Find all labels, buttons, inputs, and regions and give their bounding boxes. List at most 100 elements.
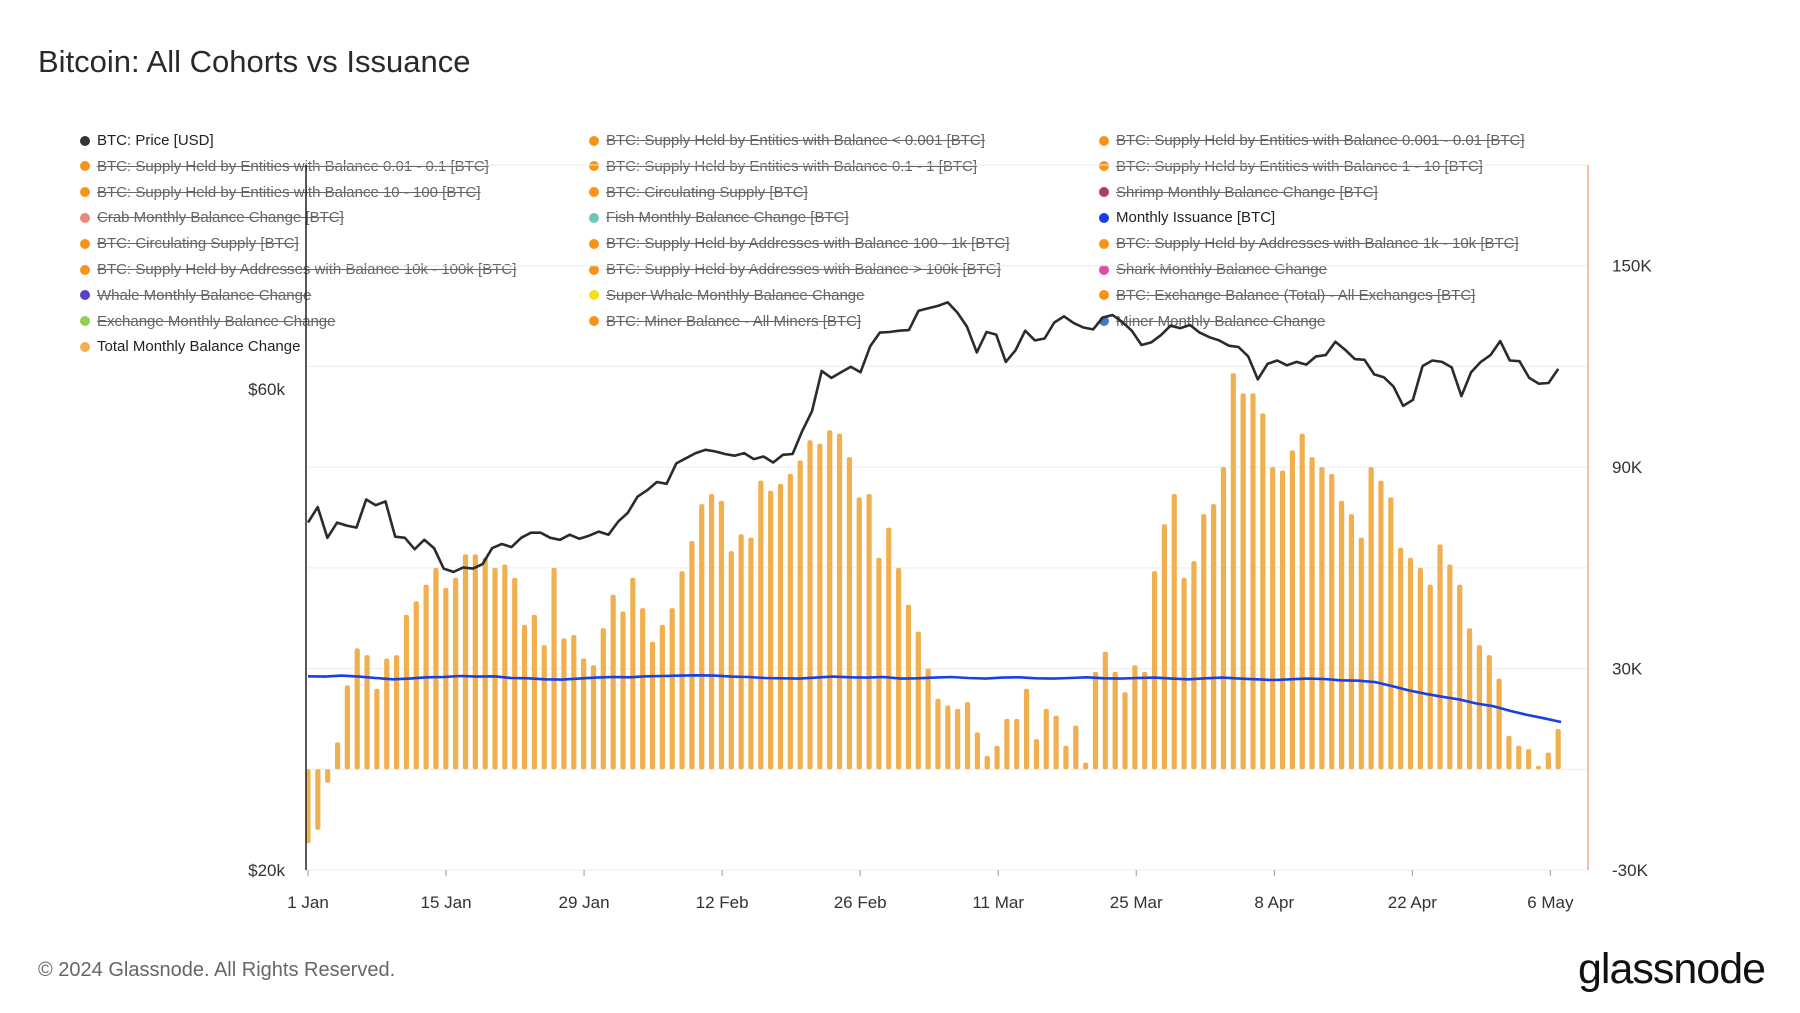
x-axis-tick-label: 15 Jan bbox=[421, 893, 472, 912]
legend-item[interactable]: Shrimp Monthly Balance Change [BTC] bbox=[1099, 184, 1378, 201]
bar bbox=[1279, 470, 1286, 770]
legend-item[interactable]: BTC: Circulating Supply [BTC] bbox=[589, 184, 808, 201]
legend-item[interactable]: BTC: Exchange Balance (Total) - All Exch… bbox=[1099, 287, 1475, 304]
bar bbox=[708, 494, 715, 770]
legend-label: BTC: Circulating Supply [BTC] bbox=[606, 183, 808, 201]
bar bbox=[728, 551, 734, 770]
bar bbox=[344, 685, 350, 770]
legend-item[interactable]: Monthly Issuance [BTC] bbox=[1099, 209, 1275, 226]
left-axis-tick-label: $60k bbox=[248, 380, 285, 399]
legend-label: BTC: Supply Held by Entities with Balanc… bbox=[606, 157, 977, 175]
bar bbox=[1457, 584, 1463, 770]
bar bbox=[1378, 480, 1384, 770]
legend-label: BTC: Supply Held by Entities with Balanc… bbox=[606, 132, 985, 149]
bar bbox=[1063, 745, 1069, 770]
legend-item[interactable]: Exchange Monthly Balance Change bbox=[80, 313, 336, 330]
bar bbox=[1437, 544, 1443, 770]
bar bbox=[472, 554, 478, 770]
legend-item[interactable]: Whale Monthly Balance Change bbox=[80, 287, 311, 304]
legend-item[interactable]: Miner Monthly Balance Change bbox=[1099, 313, 1325, 330]
legend-dot-icon bbox=[589, 238, 599, 249]
bar bbox=[334, 742, 341, 770]
legend-item[interactable]: BTC: Supply Held by Entities with Balanc… bbox=[80, 184, 481, 201]
bar bbox=[1250, 393, 1256, 770]
legend-item[interactable]: BTC: Supply Held by Entities with Balanc… bbox=[80, 158, 489, 175]
bar bbox=[1033, 739, 1040, 770]
bar bbox=[581, 658, 587, 770]
bar bbox=[413, 601, 419, 770]
legend-item[interactable]: Crab Monthly Balance Change [BTC] bbox=[80, 209, 344, 226]
bar bbox=[1191, 561, 1197, 770]
bar bbox=[1476, 645, 1483, 770]
legend-item[interactable]: BTC: Supply Held by Entities with Balanc… bbox=[1099, 158, 1483, 175]
legend-dot-icon bbox=[589, 264, 599, 275]
legend-dot-icon bbox=[589, 187, 599, 198]
legend-label: BTC: Exchange Balance (Total) - All Exch… bbox=[1116, 286, 1476, 304]
legend-label: Monthly Issuance [BTC] bbox=[1116, 209, 1276, 227]
bar bbox=[521, 624, 528, 770]
legend-item[interactable]: BTC: Supply Held by Entities with Balanc… bbox=[589, 132, 985, 149]
bar bbox=[620, 611, 626, 770]
bar bbox=[777, 483, 784, 770]
bar bbox=[1102, 651, 1108, 770]
legend-dot-icon bbox=[1099, 135, 1109, 146]
bar bbox=[846, 457, 853, 770]
bar bbox=[482, 557, 488, 770]
legend-dot-icon bbox=[80, 264, 90, 275]
bar bbox=[1506, 735, 1512, 770]
bar bbox=[1260, 413, 1266, 770]
bar bbox=[1181, 577, 1187, 770]
bar bbox=[935, 698, 941, 770]
bar bbox=[1201, 514, 1207, 770]
bar bbox=[1083, 762, 1089, 770]
bar bbox=[1112, 671, 1118, 770]
bar bbox=[718, 500, 725, 770]
bar bbox=[669, 608, 675, 770]
legend-item[interactable]: Fish Monthly Balance Change [BTC] bbox=[589, 209, 849, 226]
bar bbox=[905, 604, 912, 770]
legend-dot-icon bbox=[80, 316, 90, 327]
bar bbox=[1496, 678, 1502, 770]
bar bbox=[512, 577, 518, 770]
legend-item[interactable]: BTC: Supply Held by Entities with Balanc… bbox=[589, 158, 977, 175]
legend-label: Exchange Monthly Balance Change bbox=[97, 312, 336, 330]
legend-dot-icon bbox=[80, 187, 90, 198]
bar bbox=[374, 688, 380, 770]
bar bbox=[699, 504, 705, 770]
x-axis-tick-label: 26 Feb bbox=[834, 893, 887, 912]
bar bbox=[876, 557, 882, 770]
bar bbox=[1447, 564, 1453, 770]
legend-label: BTC: Circulating Supply [BTC] bbox=[97, 235, 299, 253]
bar bbox=[502, 564, 508, 770]
legend-dot-icon bbox=[1099, 161, 1109, 172]
legend-item[interactable]: Super Whale Monthly Balance Change bbox=[589, 287, 865, 304]
legend-item[interactable]: BTC: Price [USD] bbox=[80, 132, 214, 149]
x-axis-tick-label: 6 May bbox=[1527, 893, 1574, 912]
legend-dot-icon bbox=[80, 161, 90, 172]
legend-item[interactable]: BTC: Supply Held by Addresses with Balan… bbox=[1099, 235, 1519, 252]
bar bbox=[807, 440, 813, 770]
legend-item[interactable]: BTC: Circulating Supply [BTC] bbox=[80, 235, 299, 252]
copyright-footer: © 2024 Glassnode. All Rights Reserved. bbox=[38, 959, 396, 981]
legend-item[interactable]: BTC: Supply Held by Entities with Balanc… bbox=[1099, 132, 1525, 149]
bars-total-monthly-balance-change bbox=[305, 373, 1561, 844]
bar bbox=[590, 665, 597, 770]
bar bbox=[551, 567, 557, 770]
bar bbox=[1368, 467, 1374, 770]
bar bbox=[1417, 567, 1423, 770]
bar bbox=[315, 769, 321, 830]
bar bbox=[1526, 749, 1532, 770]
bar bbox=[984, 755, 990, 770]
bar bbox=[787, 473, 793, 770]
legend-item[interactable]: BTC: Miner Balance - All Miners [BTC] bbox=[589, 313, 861, 330]
bar bbox=[768, 490, 774, 770]
legend-item[interactable]: Total Monthly Balance Change bbox=[80, 338, 300, 355]
legend-label: Shrimp Monthly Balance Change [BTC] bbox=[1116, 183, 1378, 201]
bar bbox=[1053, 715, 1059, 770]
bar bbox=[1486, 655, 1492, 770]
legend-dot-icon bbox=[80, 135, 90, 146]
legend-dot-icon bbox=[1099, 238, 1109, 249]
legend-item[interactable]: BTC: Supply Held by Addresses with Balan… bbox=[589, 235, 1010, 252]
bar bbox=[1014, 718, 1020, 770]
bar bbox=[571, 635, 577, 770]
